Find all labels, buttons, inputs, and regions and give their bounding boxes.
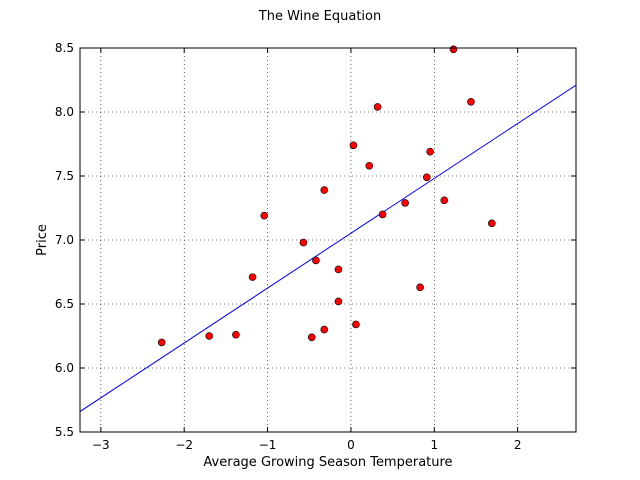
y-tick-label: 6.5 (55, 297, 74, 311)
y-tick-label: 7.5 (55, 169, 74, 183)
y-tick-label: 6.0 (55, 361, 74, 375)
data-point (157, 338, 166, 347)
data-point (373, 103, 382, 111)
x-tick-label: 2 (514, 438, 522, 452)
y-axis-label: Price (35, 224, 50, 256)
x-tick-label: 0 (347, 438, 355, 452)
data-point (232, 330, 240, 339)
y-tick-label: 8.5 (55, 41, 74, 55)
data-point (416, 283, 424, 292)
data-point (205, 332, 214, 340)
data-point (426, 147, 434, 156)
data-point (260, 211, 269, 220)
chart-title: The Wine Equation (258, 9, 381, 24)
data-point (299, 238, 308, 247)
data-point (422, 173, 431, 182)
grid-lines (80, 47, 576, 433)
data-point (378, 210, 387, 219)
x-tick-label: 1 (430, 438, 438, 452)
regression-line (80, 84, 576, 412)
y-tick-label: 7.0 (55, 233, 74, 247)
data-point (334, 297, 343, 306)
data-point (365, 161, 374, 170)
data-point (467, 97, 475, 106)
data-point (320, 325, 329, 334)
data-point (334, 265, 343, 274)
data-point (401, 199, 409, 207)
x-tick-label: −2 (175, 438, 193, 452)
data-point (349, 141, 358, 150)
data-point (320, 186, 329, 194)
data-point (440, 196, 449, 205)
data-point (449, 45, 458, 54)
data-point (488, 219, 496, 228)
data-points-layer (157, 45, 496, 347)
data-point (312, 256, 320, 265)
x-tick-label: −1 (259, 438, 277, 452)
y-tick-label: 5.5 (55, 425, 74, 439)
x-axis-ticks: −3 −2 −1 0 1 2 (92, 48, 521, 452)
x-axis-label: Average Growing Season Temperature (203, 455, 452, 470)
x-tick-label: −3 (92, 438, 110, 452)
data-point (307, 333, 316, 342)
y-tick-label: 8.0 (55, 105, 74, 119)
data-point (248, 273, 257, 281)
regression-line-layer (80, 84, 576, 412)
y-axis-ticks: 5.5 6.0 6.5 7.0 7.5 8.0 8.5 (55, 41, 576, 439)
data-point (352, 320, 360, 329)
